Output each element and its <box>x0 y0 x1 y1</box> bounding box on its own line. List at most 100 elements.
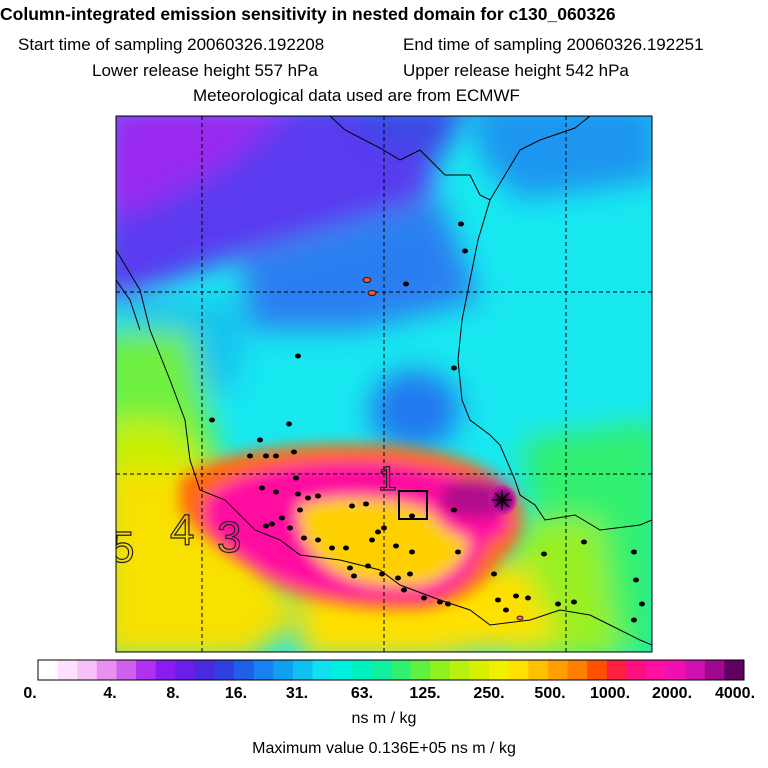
colorbar-tick-label: 63. <box>350 685 374 702</box>
colorbar-cell <box>587 660 608 680</box>
station-dot <box>409 513 415 519</box>
station-dot <box>315 537 321 543</box>
plot-title: Column-integrated emission sensitivity i… <box>0 4 616 24</box>
station-markers <box>209 221 645 623</box>
colorbar-cell <box>371 660 392 680</box>
station-dot <box>513 593 519 599</box>
station-dot <box>301 535 307 541</box>
colorbar-tick-label: 250. <box>473 685 505 702</box>
sensitivity-field: 5 4 3 1 <box>116 116 652 652</box>
station-dot <box>495 597 501 603</box>
lat-lon-gridlines <box>116 116 652 652</box>
colorbar-tick-label: 125. <box>409 685 441 702</box>
station-dot <box>257 437 263 443</box>
colorbar-cell <box>489 660 510 680</box>
colorbar-cell <box>724 660 745 680</box>
colorbar-tick-label: 8. <box>166 685 180 702</box>
colorbar-tick-label: 16. <box>224 685 248 702</box>
colorbar-tick-label: 4. <box>103 685 117 702</box>
station-dot <box>291 449 297 455</box>
station-dot <box>279 515 285 521</box>
station-dot <box>351 573 357 579</box>
sampling-start-time: Start time of sampling 20060326.192208 <box>18 35 325 54</box>
meteorological-data-source: Meteorological data used are from ECMWF <box>193 86 520 105</box>
contour-label: 3 <box>217 513 241 562</box>
station-dot <box>347 565 353 571</box>
colorbar-cell <box>312 660 333 680</box>
station-dot <box>293 475 299 481</box>
colorbar-cell <box>332 660 353 680</box>
station-dot <box>375 529 381 535</box>
colorbar-unit: ns m / kg <box>351 710 417 727</box>
station-dot <box>287 525 293 531</box>
station-dot <box>407 571 413 577</box>
station-dot <box>451 365 457 371</box>
station-dot <box>369 537 375 543</box>
station-dot <box>209 417 215 423</box>
station-dot <box>393 543 399 549</box>
station-dot <box>269 521 275 527</box>
station-dot <box>363 501 369 507</box>
station-dot <box>403 281 409 287</box>
station-dot <box>343 545 349 551</box>
station-dot <box>295 353 301 359</box>
station-dot <box>286 421 292 427</box>
station-dot <box>437 599 443 605</box>
colorbar-cell <box>194 660 215 680</box>
lower-release-height: Lower release height 557 hPa <box>92 61 318 80</box>
station-dot <box>451 507 457 513</box>
station-dot <box>421 595 427 601</box>
colorbar-cell <box>136 660 157 680</box>
station-dot <box>273 489 279 495</box>
station-dot <box>381 525 387 531</box>
station-dot <box>315 493 321 499</box>
maximum-value: Maximum value 0.136E+05 ns m / kg <box>252 740 516 757</box>
station-dot <box>631 617 637 623</box>
station-dot <box>365 563 371 569</box>
colorbar-cell <box>391 660 412 680</box>
station-dot <box>295 491 301 497</box>
contour-label: 1 <box>378 460 397 498</box>
station-dot <box>555 601 561 607</box>
station-dot <box>458 221 464 227</box>
colorbar-cell <box>645 660 667 680</box>
station-dot <box>462 248 468 254</box>
station-dot <box>273 453 279 459</box>
station-dot <box>503 607 509 613</box>
max-location-marker <box>492 490 512 510</box>
station-dot <box>349 503 355 509</box>
colorbar-cell <box>508 660 529 680</box>
colorbar-cell <box>528 660 549 680</box>
station-dot <box>259 485 265 491</box>
station-dot <box>541 551 547 557</box>
station-dot <box>263 453 269 459</box>
station-dot <box>401 587 407 593</box>
colorbar-cell <box>38 660 59 680</box>
station-dot <box>491 571 497 577</box>
colorbar-cell <box>234 660 255 680</box>
colorbar-tick-label: 1000. <box>589 685 631 702</box>
upper-release-height: Upper release height 542 hPa <box>403 61 629 80</box>
station-dot <box>631 549 637 555</box>
colorbar-cell <box>77 660 98 680</box>
colorbar-cell <box>547 660 568 680</box>
sampling-end-time: End time of sampling 20060326.192251 <box>403 35 704 54</box>
colorbar-tick-label: 500. <box>534 685 566 702</box>
colorbar-cell <box>116 660 137 680</box>
colorbar-cell <box>567 660 588 680</box>
release-location-box <box>398 490 428 520</box>
station-dot <box>297 507 303 513</box>
station-dot <box>247 453 253 459</box>
colorbar-cell <box>155 660 176 680</box>
station-dot <box>329 545 335 551</box>
station-dot <box>379 571 385 577</box>
station-dot <box>409 549 415 555</box>
colorbar-cell <box>57 660 78 680</box>
map-frame <box>115 115 653 653</box>
colorbar-cell <box>351 660 372 680</box>
station-dot <box>581 539 587 545</box>
station-dot <box>263 523 269 529</box>
station-dot <box>395 575 401 581</box>
